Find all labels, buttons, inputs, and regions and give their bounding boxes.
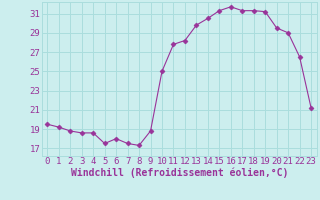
X-axis label: Windchill (Refroidissement éolien,°C): Windchill (Refroidissement éolien,°C): [70, 168, 288, 178]
